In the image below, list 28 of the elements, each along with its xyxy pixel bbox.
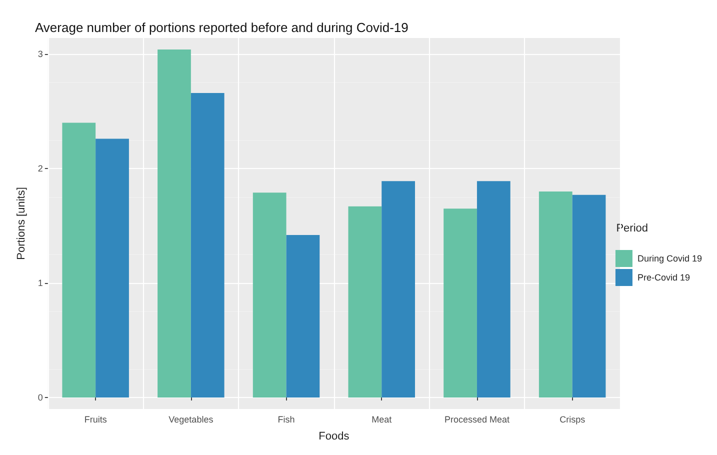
- legend-label: During Covid 19: [637, 254, 702, 264]
- bar: [538, 191, 572, 398]
- bar: [382, 181, 415, 398]
- chart-title: Average number of portions reported before and during Covid-19: [35, 20, 408, 35]
- bar: [158, 49, 191, 398]
- x-tick-label: Vegetables: [168, 414, 214, 424]
- legend-title: Period: [616, 222, 648, 234]
- x-tick-label: Processed Meat: [444, 414, 510, 424]
- x-tick-label: Meat: [372, 414, 392, 424]
- legend-label: Pre-Covid 19: [637, 272, 690, 282]
- y-tick-label: 3: [38, 49, 43, 60]
- bar: [476, 181, 510, 398]
- bar: [96, 138, 129, 398]
- bar: [62, 122, 96, 398]
- bar: [252, 192, 286, 398]
- bar: [572, 194, 606, 398]
- bar: [190, 92, 224, 398]
- bar: [348, 206, 382, 398]
- x-tick-label: Fish: [278, 414, 295, 424]
- bar: [286, 234, 320, 398]
- x-tick-label: Fruits: [84, 414, 108, 424]
- x-tick-label: Crisps: [560, 414, 586, 424]
- y-axis-title: Portions [units]: [16, 187, 28, 260]
- y-tick-label: 2: [38, 164, 43, 174]
- y-tick-label: 1: [38, 278, 43, 288]
- y-tick-label: 0: [38, 392, 43, 403]
- bar: [444, 208, 477, 398]
- x-axis-title: Foods: [318, 430, 350, 442]
